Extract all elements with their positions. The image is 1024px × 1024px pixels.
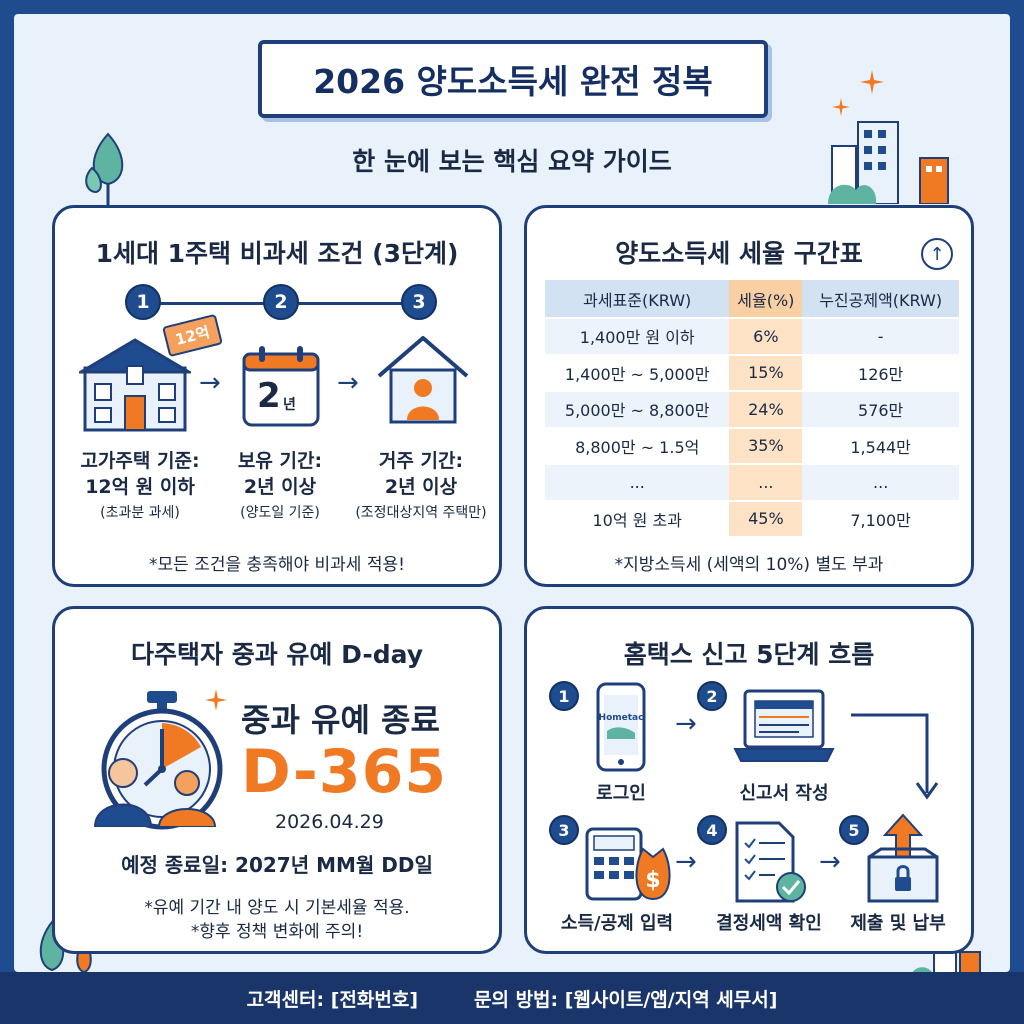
grace-note-1: *유예 기간 내 양도 시 기본세율 적용. [144, 898, 410, 918]
svg-text:$: $ [645, 868, 660, 893]
table-row: ... ... ... [545, 464, 959, 502]
exemption-title: 1세대 1주택 비과세 조건 (3단계) [95, 239, 459, 268]
step-badge-3: 3 [401, 284, 437, 320]
step-5-label: 제출 및 납부 [850, 913, 946, 934]
table-cell: 15% [729, 354, 803, 392]
table-cell: 6% [729, 318, 803, 356]
grace-title: 다주택자 중과 유예 D-day [131, 640, 423, 669]
table-cell: ... [729, 464, 803, 502]
customer-center-text: 고객센터: [전화번호] [246, 988, 418, 1011]
table-cell: 1,400만 원 이하 [545, 318, 730, 356]
table-cell: 5,000만 ~ 8,800만 [545, 391, 730, 429]
column-header: 과세표준(KRW) [545, 280, 730, 319]
table-row: 8,800만 ~ 1.5억 35% 1,544만 [545, 427, 959, 465]
hometax-panel: 홈택스 신고 5단계 흐름 1 Hometac 로그인 → 2 신고서 작성 3… [524, 606, 974, 954]
step-1-label: 로그인 [596, 783, 646, 804]
calculator-money-icon: $ [585, 827, 671, 901]
page-title: 2026 양도소득세 완전 정복 [232, 40, 794, 118]
inquiry-method-text: 문의 방법: [웹사이트/앱/지역 세무서] [474, 988, 778, 1011]
arrow-right-icon: → [199, 368, 221, 398]
people-icon [93, 758, 217, 827]
calendar-number: 2 [257, 376, 281, 416]
column-header: 세율(%) [729, 280, 803, 319]
table-cell: 1,400만 ~ 5,000만 [545, 354, 730, 392]
exemption-note: *모든 조건을 충족해야 비과세 적용! [149, 555, 405, 575]
table-cell: 576만 [802, 391, 959, 429]
grace-note-2: *향후 정책 변화에 주의! [190, 922, 364, 942]
table-cell: - [802, 318, 959, 356]
table-header-row: 과세표준(KRW) 세율(%) 누진공제액(KRW) [545, 280, 959, 319]
grace-date: 2026.04.29 [275, 811, 384, 833]
table-cell: 7,100만 [802, 500, 959, 538]
step-badge-1: 1 [125, 284, 161, 320]
step-badge-4: 4 [697, 815, 727, 845]
calendar-unit: 년 [283, 397, 296, 413]
sparkle-icon [860, 70, 884, 94]
arrow-right-icon: → [675, 847, 697, 877]
table-cell: ... [545, 464, 730, 502]
step-2-caption: 보유 기간: 2년 이상 (양도일 기준) [237, 450, 323, 521]
footer: 고객센터: [전화번호] 문의 방법: [웹사이트/앱/지역 세무서] [0, 972, 1024, 1024]
column-header: 누진공제액(KRW) [802, 280, 959, 319]
table-cell: 24% [729, 391, 803, 429]
step-badge-5: 5 [839, 815, 869, 845]
step-1-caption: 고가주택 기준: 12억 원 이하 (초과분 과세) [80, 450, 200, 521]
sparkle-icon [205, 689, 227, 711]
step-3-label: 소득/공제 입력 [560, 913, 674, 934]
table-cell: 10억 원 초과 [545, 500, 730, 538]
rates-title: 양도소득세 세율 구간표 [615, 239, 863, 268]
hometax-app-label: Hometac [598, 713, 644, 723]
table-row: 10억 원 초과 45% 7,100만 [545, 500, 959, 538]
table-cell: ... [802, 464, 959, 502]
table-cell: 35% [729, 427, 803, 465]
document-check-icon [735, 821, 806, 903]
page-subtitle: 한 눈에 보는 핵심 요약 가이드 [352, 147, 672, 176]
step-2-label: 신고서 작성 [739, 783, 829, 804]
step-badge-2: 2 [697, 681, 727, 711]
step-badge-2: 2 [263, 284, 299, 320]
table-row: 1,400만 원 이하 6% - [545, 318, 959, 356]
step-badge-3: 3 [549, 815, 579, 845]
rates-note: *지방소득세 (세액의 10%) 별도 부과 [614, 555, 884, 575]
step-3-caption: 거주 기간: 2년 이상 (조정대상지역 주택만) [355, 450, 487, 521]
rates-panel: 양도소득세 세율 구간표 ↑ 과세표준(KRW) 세율(%) 누진공제액(KRW… [524, 205, 974, 587]
grace-panel: 다주택자 중과 유예 D-day 중과 유예 종료 D-365 2026.04.… [52, 606, 502, 954]
flow-turn-arrow-icon [851, 713, 939, 800]
arrow-up-circle-icon: ↑ [921, 238, 953, 270]
calendar-icon [242, 346, 320, 427]
arrow-right-icon: → [337, 368, 359, 398]
dday-counter: D-365 [241, 737, 448, 807]
price-tag: 12억 [162, 313, 223, 358]
home-resident-icon [377, 336, 469, 424]
house-icon [79, 338, 191, 432]
step-badge-1: 1 [549, 681, 579, 711]
smartphone-icon [596, 682, 646, 772]
arrow-right-icon: → [675, 709, 697, 739]
sparkle-icon [832, 98, 850, 116]
city-buildings-icon [828, 121, 949, 204]
submit-box-icon [867, 813, 939, 903]
end-date: 예정 종료일: 2027년 MM월 DD일 [121, 853, 433, 877]
tree-icon [85, 132, 124, 206]
rates-table: 과세표준(KRW) 세율(%) 누진공제액(KRW) 1,400만 원 이하 6… [545, 280, 959, 538]
grace-headline: 중과 유예 종료 [241, 701, 440, 739]
table-row: 5,000만 ~ 8,800만 24% 576만 [545, 391, 959, 429]
step-4-label: 결정세액 확인 [716, 913, 822, 934]
arrow-right-icon: → [819, 847, 841, 877]
table-cell: 8,800만 ~ 1.5억 [545, 427, 730, 465]
table-cell: 126만 [802, 354, 959, 392]
hometax-title: 홈택스 신고 5단계 흐름 [623, 640, 875, 669]
table-cell: 1,544만 [802, 427, 959, 465]
laptop-form-icon [733, 689, 835, 762]
table-cell: 45% [729, 500, 803, 538]
table-row: 1,400만 ~ 5,000만 15% 126만 [545, 354, 959, 392]
exemption-panel: 1세대 1주택 비과세 조건 (3단계) 1 2 3 12억 → 2 년 → 고… [52, 205, 502, 587]
